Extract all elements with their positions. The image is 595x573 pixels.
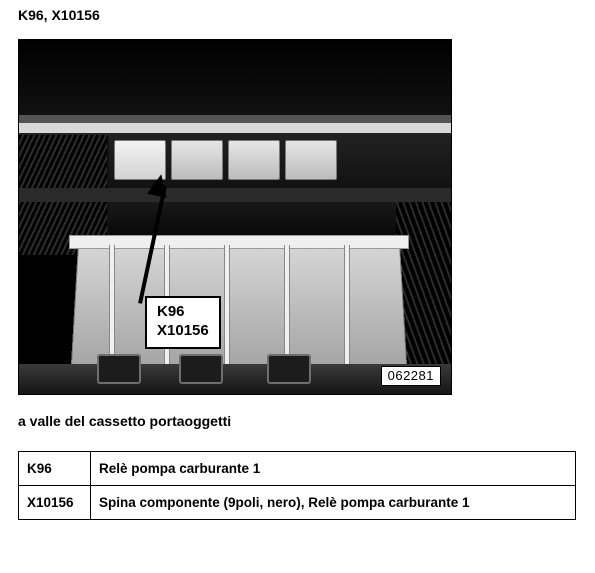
page-title: K96, X10156 — [18, 7, 577, 23]
legend-code: K96 — [19, 452, 91, 486]
slot — [179, 354, 223, 384]
callout-label: K96 X10156 — [145, 296, 221, 349]
legend-table: K96 Relè pompa carburante 1 X10156 Spina… — [18, 451, 576, 520]
callout-line-1: K96 — [157, 303, 209, 322]
slot — [97, 354, 141, 384]
component-photo: K96 X10156 062281 — [18, 39, 452, 395]
table-row: X10156 Spina componente (9poli, nero), R… — [19, 486, 576, 520]
photo-bg-top — [19, 40, 451, 115]
callout-line-2: X10156 — [157, 322, 209, 341]
divider — [224, 245, 230, 380]
legend-code: X10156 — [19, 486, 91, 520]
fuse-carrier-top — [69, 235, 409, 249]
legend-desc: Relè pompa carburante 1 — [91, 452, 576, 486]
divider — [344, 245, 350, 380]
relay-4 — [285, 140, 337, 180]
photo-beam — [19, 188, 451, 202]
photo-caption: a valle del cassetto portaoggetti — [18, 413, 577, 429]
legend-desc: Spina componente (9poli, nero), Relè pom… — [91, 486, 576, 520]
photo-trim-2 — [19, 123, 451, 133]
photo-id-label: 062281 — [381, 366, 441, 386]
slot — [267, 354, 311, 384]
relay-3 — [228, 140, 280, 180]
photo-trim-1 — [19, 115, 451, 123]
table-row: K96 Relè pompa carburante 1 — [19, 452, 576, 486]
relay-2 — [171, 140, 223, 180]
